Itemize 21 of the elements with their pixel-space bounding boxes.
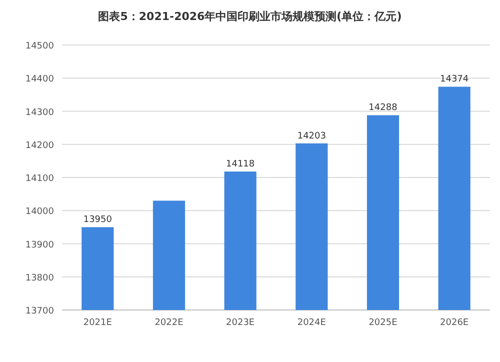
x-tick-label: 2021E — [83, 318, 112, 328]
x-tick-label: 2023E — [226, 318, 255, 328]
data-label: 14374 — [440, 74, 469, 85]
y-tick-label: 14400 — [25, 74, 54, 85]
data-label: 14203 — [297, 131, 326, 142]
y-tick-label: 13900 — [25, 240, 54, 250]
y-tick-label: 14200 — [25, 140, 54, 151]
y-tick-label: 14500 — [25, 42, 54, 52]
y-tick-label: 13800 — [25, 273, 54, 284]
data-label: 14118 — [226, 160, 255, 170]
x-tick-label: 2025E — [368, 318, 398, 328]
x-tick-label: 2026E — [440, 318, 469, 328]
y-tick-label: 14000 — [25, 207, 54, 218]
y-tick-label: 14300 — [25, 108, 54, 118]
chart-title: 图表5：2021-2026年中国印刷业市场规模预测(单位：亿元) — [98, 10, 402, 23]
y-tick-label: 13700 — [25, 306, 54, 316]
data-label: 13950 — [83, 215, 112, 226]
data-label: 14288 — [368, 103, 398, 114]
x-tick-label: 2022E — [154, 318, 184, 328]
x-tick-label: 2024E — [297, 318, 326, 328]
y-tick-label: 14100 — [25, 174, 54, 184]
